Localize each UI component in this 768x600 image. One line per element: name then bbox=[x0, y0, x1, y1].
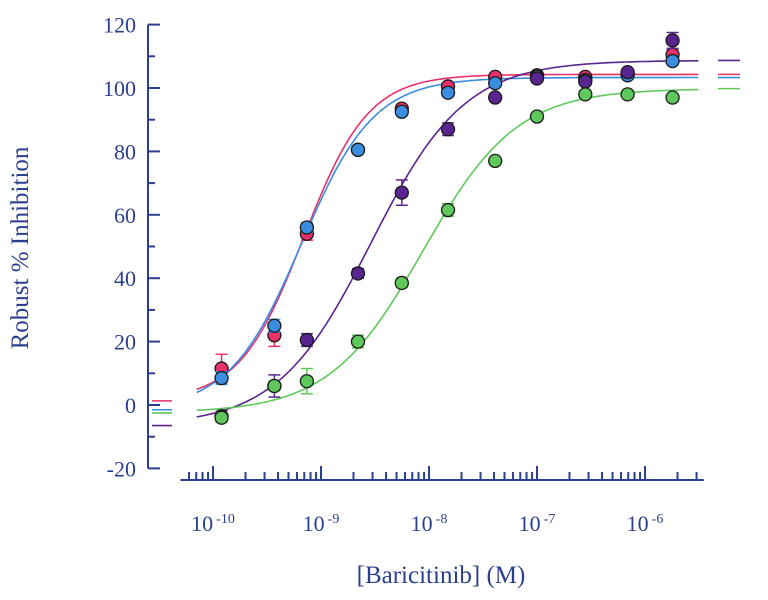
x-axis: 10 -10 10 -9 10 -8 10 -7 10 -6 bbox=[180, 466, 704, 536]
data-point-series-2 bbox=[267, 318, 282, 333]
data-point-series-4 bbox=[299, 374, 315, 389]
fit-curve-4 bbox=[196, 88, 699, 412]
data-point-series-3 bbox=[488, 90, 503, 105]
x-tick-label: 10 -7 bbox=[519, 511, 556, 536]
data-point-series-2 bbox=[488, 76, 503, 91]
data-point-series-3 bbox=[299, 332, 315, 348]
data-point-series-4 bbox=[440, 202, 456, 218]
fit-curve-3 bbox=[196, 60, 699, 418]
y-tick-label: 40 bbox=[114, 266, 136, 291]
data-point-series-3 bbox=[440, 122, 456, 137]
data-point-series-4 bbox=[529, 109, 545, 124]
y-axis-title: Robust % Inhibition bbox=[7, 146, 34, 349]
data-points bbox=[214, 31, 680, 425]
data-point-series-2 bbox=[394, 104, 409, 119]
data-point-series-4 bbox=[665, 90, 680, 105]
fit-curves bbox=[152, 59, 740, 427]
x-axis-title: [Baricitinib] (M) bbox=[357, 562, 526, 589]
x-tick-label: 10 -10 bbox=[191, 511, 235, 536]
data-point-series-2 bbox=[214, 370, 229, 386]
y-tick-label: -20 bbox=[107, 456, 136, 481]
data-point-series-2 bbox=[440, 85, 456, 100]
y-tick-label: 60 bbox=[114, 203, 136, 228]
data-point-series-4 bbox=[350, 334, 366, 349]
data-point-series-2 bbox=[299, 220, 315, 235]
data-point-series-4 bbox=[394, 275, 409, 291]
y-tick-label: 80 bbox=[114, 139, 136, 164]
data-point-series-3 bbox=[620, 65, 635, 80]
y-tick-label: 20 bbox=[114, 330, 136, 355]
data-point-series-3 bbox=[394, 185, 409, 200]
y-tick-label: 100 bbox=[103, 76, 136, 101]
x-tick-label: 10 -8 bbox=[411, 511, 448, 536]
data-point-series-4 bbox=[578, 87, 593, 102]
data-point-series-4 bbox=[214, 410, 229, 425]
data-point-series-4 bbox=[620, 87, 635, 102]
data-point-series-3 bbox=[350, 266, 366, 281]
data-point-series-3 bbox=[665, 33, 680, 48]
x-tick-label: 10 -9 bbox=[303, 511, 340, 536]
data-point-series-2 bbox=[350, 142, 366, 157]
data-point-series-2 bbox=[665, 53, 680, 69]
y-tick-label: 0 bbox=[125, 393, 136, 418]
y-tick-label: 120 bbox=[103, 13, 136, 38]
data-point-series-3 bbox=[578, 74, 593, 89]
x-tick-label: 10 -6 bbox=[627, 511, 664, 536]
data-point-series-4 bbox=[267, 378, 282, 394]
data-point-series-4 bbox=[488, 153, 503, 169]
fit-curve-1 bbox=[196, 73, 699, 391]
y-axis: -20 0 20 40 60 80 100 120 bbox=[103, 13, 160, 481]
data-point-series-3 bbox=[529, 71, 545, 86]
